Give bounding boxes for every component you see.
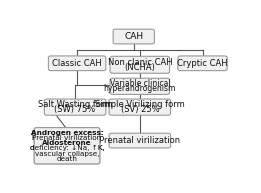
- FancyBboxPatch shape: [110, 56, 170, 73]
- Text: Prenatal virilization: Prenatal virilization: [99, 136, 180, 145]
- Text: death: death: [57, 155, 78, 161]
- Text: vascular collapse,: vascular collapse,: [35, 150, 99, 156]
- Text: (SW) 75%: (SW) 75%: [55, 105, 96, 114]
- Text: CAH: CAH: [124, 32, 143, 41]
- FancyBboxPatch shape: [113, 29, 155, 44]
- FancyBboxPatch shape: [48, 56, 106, 71]
- Text: Simple Virilizing form: Simple Virilizing form: [95, 100, 185, 109]
- Text: Aldosterone: Aldosterone: [42, 140, 92, 146]
- FancyBboxPatch shape: [178, 56, 227, 71]
- Text: deficiency: ↓Na, ↑K,: deficiency: ↓Na, ↑K,: [30, 145, 104, 152]
- Text: Variable clinical: Variable clinical: [110, 79, 170, 88]
- Text: Androgen excess:: Androgen excess:: [31, 130, 103, 136]
- Text: Aldosterone: Aldosterone: [42, 140, 92, 146]
- FancyBboxPatch shape: [34, 128, 100, 164]
- Text: hyperandrogenism: hyperandrogenism: [104, 84, 176, 93]
- FancyBboxPatch shape: [109, 99, 171, 115]
- Text: deficiency: ↓Na, ↑K,: deficiency: ↓Na, ↑K,: [30, 145, 104, 151]
- Text: Prenatal virilization: Prenatal virilization: [32, 135, 102, 141]
- Text: vascular collapse,: vascular collapse,: [35, 151, 99, 157]
- Text: (NCHA): (NCHA): [124, 63, 155, 72]
- Text: Cryptic CAH: Cryptic CAH: [177, 59, 228, 68]
- Text: Androgen excess:: Androgen excess:: [31, 130, 103, 136]
- Text: (SV) 25%: (SV) 25%: [121, 105, 159, 114]
- Text: Classic CAH: Classic CAH: [52, 59, 102, 68]
- Text: death: death: [57, 156, 78, 162]
- Text: Prenatal virilization: Prenatal virilization: [32, 135, 102, 141]
- FancyBboxPatch shape: [109, 133, 171, 148]
- FancyBboxPatch shape: [34, 128, 100, 164]
- FancyBboxPatch shape: [110, 78, 170, 94]
- Text: Non clanic CAH: Non clanic CAH: [108, 58, 172, 67]
- Text: Salt Wasting form: Salt Wasting form: [38, 100, 112, 109]
- FancyBboxPatch shape: [44, 99, 106, 115]
